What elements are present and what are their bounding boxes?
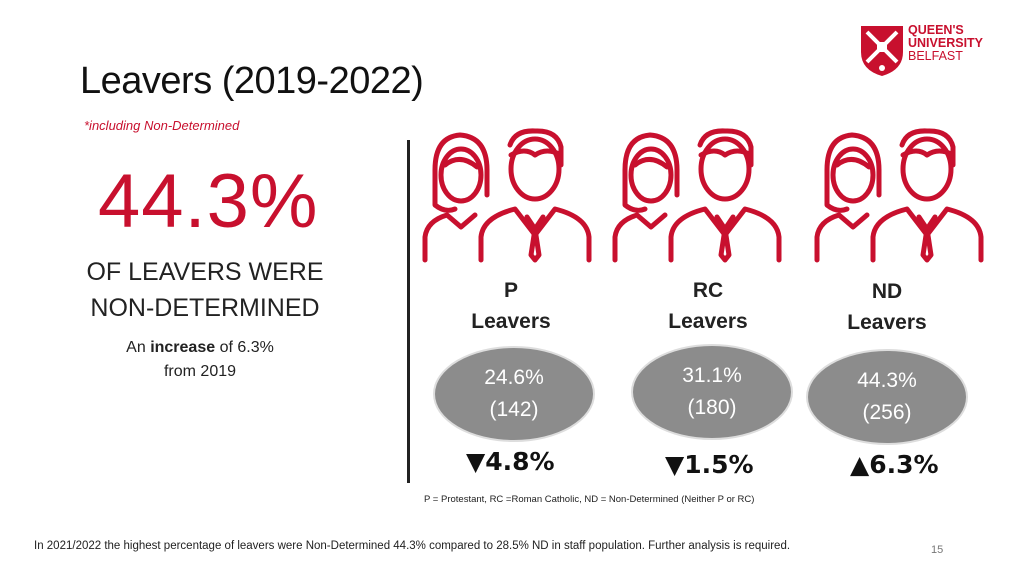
change-rc: ▼1.5%: [665, 450, 754, 479]
stat-percent: 24.6%: [484, 366, 544, 389]
headline-line2: NON-DETERMINED: [90, 294, 320, 322]
group-label: Leavers: [847, 311, 927, 334]
change-p: ▼4.8%: [466, 447, 555, 476]
headline-line1: OF LEAVERS WERE: [86, 258, 324, 286]
stat-count: (256): [862, 401, 912, 424]
stat-bubble-rc: 31.1% (180): [631, 344, 793, 440]
increase-suffix: of 6.3%: [215, 339, 274, 356]
stat-bubble-p: 24.6% (142): [433, 346, 595, 442]
logo-line1: QUEEN'S: [908, 23, 964, 37]
stat-bubble-nd: 44.3% (256): [806, 349, 968, 445]
increase-text: An increase of 6.3% from 2019: [100, 336, 300, 384]
group-label-p: P Leavers: [441, 275, 581, 337]
group-code: RC: [692, 279, 724, 302]
stat-count: (142): [489, 398, 539, 421]
group-code: P: [503, 279, 518, 302]
logo-line3: BELFAST: [908, 49, 963, 63]
change-nd: ▲6.3%: [850, 450, 939, 479]
group-code: ND: [871, 280, 903, 303]
stat-percent: 31.1%: [682, 364, 742, 387]
page-title: Leavers (2019-2022): [80, 60, 424, 102]
group-label: Leavers: [668, 310, 748, 333]
stat-percent: 44.3%: [857, 369, 917, 392]
increase-prefix: An: [126, 339, 151, 356]
big-percentage: 44.3%: [98, 159, 319, 244]
footnote-including: *including Non-Determined: [84, 118, 240, 133]
group-label-nd: ND Leavers: [817, 276, 957, 338]
group-label: Leavers: [471, 310, 551, 333]
people-icons: [415, 125, 995, 265]
divider: [407, 140, 410, 483]
abbreviation-legend: P = Protestant, RC =Roman Catholic, ND =…: [424, 494, 755, 505]
stat-count: (180): [687, 396, 737, 419]
page-number: 15: [931, 544, 944, 556]
group-label-rc: RC Leavers: [638, 275, 778, 337]
increase-bold: increase: [150, 339, 216, 356]
increase-line2: from 2019: [163, 363, 237, 380]
footer-note: In 2021/2022 the highest percentage of l…: [34, 540, 791, 552]
logo-wordmark: QUEEN'S UNIVERSITY BELFAST: [908, 24, 983, 63]
logo-line2: UNIVERSITY: [908, 36, 984, 50]
queens-university-logo-icon: [861, 26, 903, 76]
headline: OF LEAVERS WERE NON-DETERMINED: [80, 254, 330, 326]
